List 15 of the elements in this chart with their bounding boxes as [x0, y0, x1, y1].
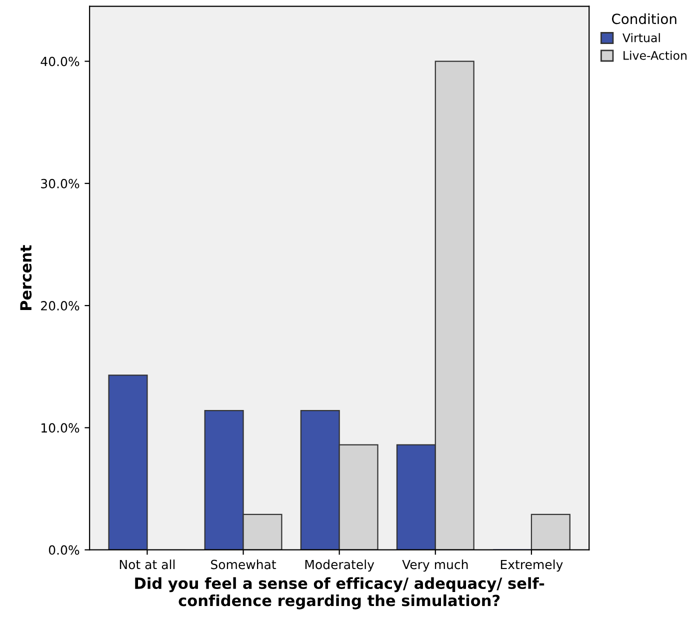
x-tick-label: Extremely [500, 560, 563, 572]
y-tick-label: 40.0% [40, 56, 80, 66]
x-axis-title: Did you feel a sense of efficacy/ adequacy/ self- confidence regarding the simulation? [135, 577, 544, 610]
y-tick-label: 10.0% [42, 423, 80, 433]
x-tick-label: Somewhat [211, 560, 276, 570]
legend-label: Live-Action [624, 50, 686, 60]
legend-title: Condition [612, 13, 676, 24]
y-tick-label: 20.0% [41, 301, 80, 310]
y-tick-label: 30.0% [41, 178, 80, 188]
legend-label: Virtual [622, 33, 660, 42]
x-tick-label: Very much [402, 560, 468, 572]
x-tick-label: Moderately [305, 560, 374, 572]
y-tick-label: 0.0% [48, 545, 80, 555]
x-tick-label: Not at all [120, 560, 175, 570]
y-axis-title: Percent [20, 245, 32, 310]
